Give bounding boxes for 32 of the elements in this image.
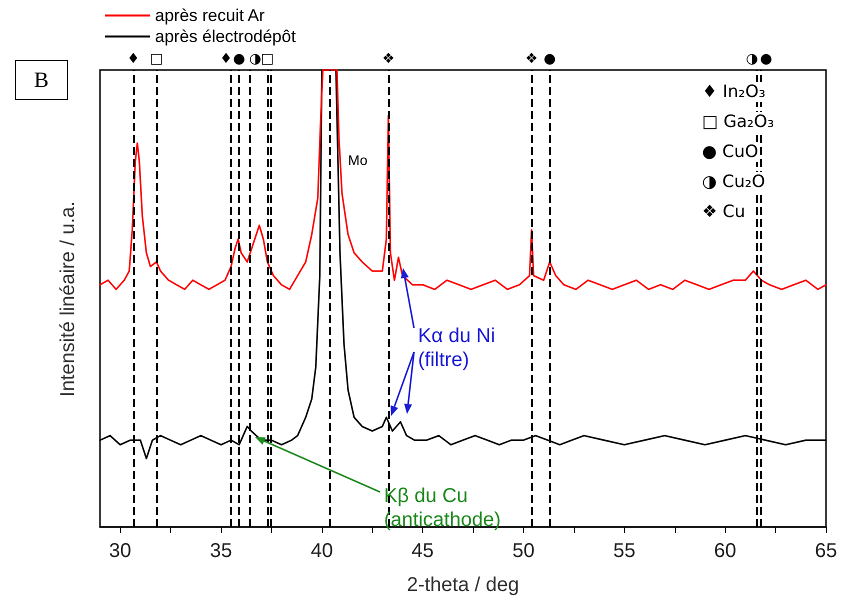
annotation: ● CuO: [702, 142, 758, 162]
ref-line-label: ♦: [220, 51, 232, 67]
x-tick-label: 65: [814, 540, 838, 562]
annotation: ◑ Cu₂O: [702, 172, 766, 192]
annotation: ❖ Cu: [702, 202, 746, 222]
ref-line-label: ●: [544, 51, 556, 67]
ref-line-label: ◑: [249, 51, 262, 67]
legend-label: après recuit Ar: [155, 6, 265, 25]
x-tick-label: 45: [412, 540, 434, 562]
x-tick-label: 35: [210, 540, 232, 562]
annotation: □ Ga₂O₃: [702, 112, 774, 132]
ref-line-label: ●: [233, 51, 246, 67]
x-axis-title: 2-theta / deg: [406, 574, 520, 596]
ref-line-label: ♦: [126, 51, 140, 67]
x-tick-label: 30: [109, 540, 132, 562]
ref-line-label: ❖: [525, 51, 538, 67]
legend-label: après électrodépôt: [155, 27, 296, 46]
ref-line-label: □: [150, 51, 164, 67]
ref-line-label: ◑: [746, 51, 758, 67]
ref-line-label: □: [260, 51, 274, 67]
annotation: Kβ du Cu (anticathode): [384, 484, 501, 532]
ref-line-label: ●: [760, 51, 772, 67]
x-tick-label: 60: [714, 540, 736, 562]
x-tick-label: 55: [613, 540, 636, 562]
x-tick-label: 40: [310, 540, 333, 562]
x-tick-label: 50: [512, 540, 535, 562]
annotation: Mo: [348, 152, 368, 170]
y-axis-title: Intensité linéaire / u.a.: [56, 200, 80, 396]
annotation: Kα du Ni (filtre): [418, 324, 496, 372]
text: B: [15, 60, 68, 100]
annotation: ♦ In₂O₃: [702, 82, 766, 102]
ref-line-label: ❖: [382, 51, 395, 67]
